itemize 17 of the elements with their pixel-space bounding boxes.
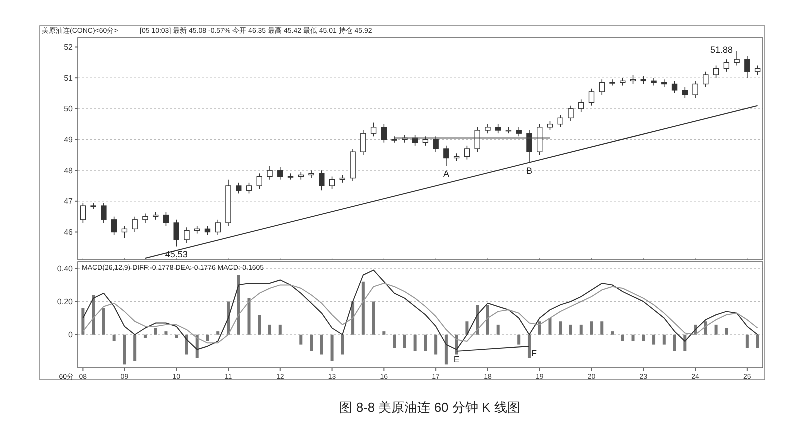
y-tick-label: 47 <box>64 197 74 206</box>
y-tick-label: 46 <box>64 228 74 238</box>
annotation: E <box>454 354 460 364</box>
y-tick-label: 0 <box>68 330 74 340</box>
y-tick-label: 52 <box>64 43 74 52</box>
annotation: 51.88 <box>710 44 734 55</box>
y-tick-label: 0.40 <box>57 264 74 274</box>
annotation: F <box>531 348 538 358</box>
caption: 图 8-8 美原油连 60 分钟 K 线图 <box>340 400 520 415</box>
y-tick-label: 49 <box>64 136 74 145</box>
y-tick-label: 51 <box>64 74 74 83</box>
annotation: A <box>443 168 450 179</box>
y-tick-label: 0.20 <box>57 298 74 307</box>
annotation: 45.53 <box>165 250 188 260</box>
annotation: B <box>526 166 532 176</box>
y-tick-label: 50 <box>64 104 74 114</box>
y-tick-label: 48 <box>64 166 74 176</box>
